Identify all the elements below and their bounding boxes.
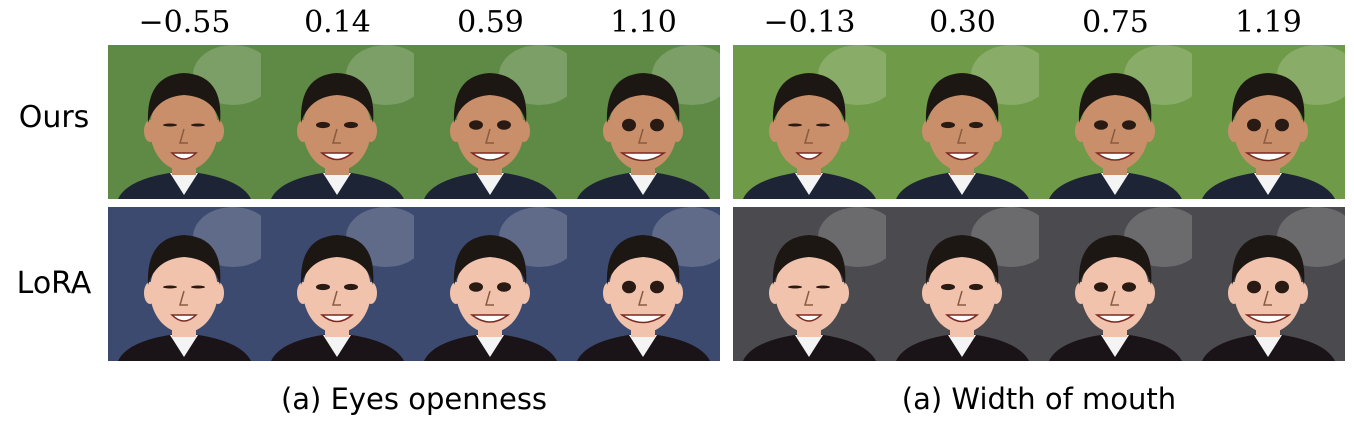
face-image-cell bbox=[567, 207, 720, 361]
panel-eyes-openness: −0.55 0.14 0.59 1.10 (a) Eyes openness bbox=[108, 0, 720, 432]
face-image-cell bbox=[1039, 45, 1192, 199]
value-label: 0.59 bbox=[457, 5, 524, 40]
face-image-cell bbox=[733, 207, 886, 361]
face-image bbox=[567, 207, 720, 361]
face-image-cell bbox=[886, 45, 1039, 199]
value-label: −0.55 bbox=[138, 5, 231, 40]
face-image-cell bbox=[261, 207, 414, 361]
row-label-lora: LoRA bbox=[16, 266, 92, 301]
value-labels: −0.55 0.14 0.59 1.10 bbox=[108, 2, 720, 44]
value-label: 0.30 bbox=[929, 5, 996, 40]
face-image bbox=[733, 45, 886, 199]
face-image-cell bbox=[108, 207, 261, 361]
face-image bbox=[733, 207, 886, 361]
face-image-cell bbox=[886, 207, 1039, 361]
row-label-ours: Ours bbox=[18, 100, 90, 135]
face-image bbox=[414, 45, 567, 199]
face-image-cell bbox=[1192, 207, 1345, 361]
lora-image-row bbox=[108, 207, 720, 361]
face-image bbox=[414, 207, 567, 361]
value-labels: −0.13 0.30 0.75 1.19 bbox=[733, 2, 1345, 44]
face-image bbox=[1039, 45, 1192, 199]
lora-image-row bbox=[733, 207, 1345, 361]
face-image bbox=[567, 45, 720, 199]
value-label: 0.14 bbox=[304, 5, 371, 40]
face-image bbox=[1192, 207, 1345, 361]
face-image-cell bbox=[108, 45, 261, 199]
face-image-cell bbox=[1192, 45, 1345, 199]
value-label: 1.19 bbox=[1235, 5, 1302, 40]
face-image-cell bbox=[414, 207, 567, 361]
face-image bbox=[1039, 207, 1192, 361]
face-image bbox=[261, 207, 414, 361]
face-image bbox=[886, 45, 1039, 199]
ours-image-row bbox=[733, 45, 1345, 199]
face-image bbox=[886, 207, 1039, 361]
value-label: 0.75 bbox=[1082, 5, 1149, 40]
value-label: 1.10 bbox=[610, 5, 677, 40]
face-image-cell bbox=[1039, 207, 1192, 361]
face-image bbox=[108, 207, 261, 361]
panel-caption: (a) Width of mouth bbox=[901, 382, 1177, 416]
face-image bbox=[108, 45, 261, 199]
face-image-cell bbox=[733, 45, 886, 199]
ours-image-row bbox=[108, 45, 720, 199]
value-label: −0.13 bbox=[763, 5, 856, 40]
panel-width-of-mouth: −0.13 0.30 0.75 1.19 (a) Width of mouth bbox=[733, 0, 1345, 432]
face-image bbox=[1192, 45, 1345, 199]
panel-caption: (a) Eyes openness bbox=[280, 382, 548, 416]
face-image bbox=[261, 45, 414, 199]
face-image-cell bbox=[414, 45, 567, 199]
face-image-cell bbox=[567, 45, 720, 199]
face-image-cell bbox=[261, 45, 414, 199]
